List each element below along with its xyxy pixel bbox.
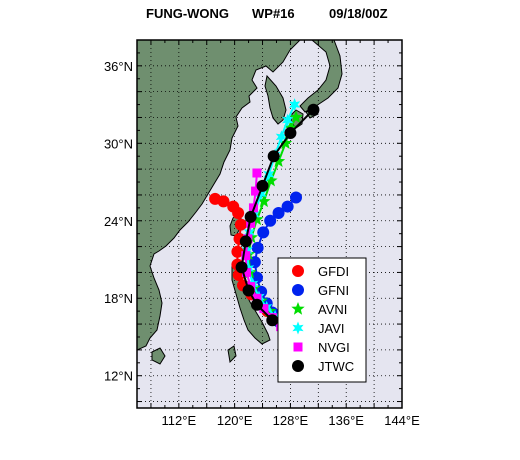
- storm-name: FUNG-WONG: [146, 6, 230, 21]
- legend-marker-gfdi: [292, 265, 304, 277]
- x-tick-label: 112°E: [162, 413, 197, 428]
- track-point-jtwc: [307, 103, 320, 116]
- track-line-jtwc: [240, 108, 315, 321]
- land-korean-peninsula: [264, 74, 287, 125]
- track-point-avni: [264, 173, 278, 187]
- track-point-gfni: [281, 200, 294, 213]
- track-point-jtwc: [235, 261, 248, 274]
- legend-box: [277, 257, 367, 383]
- map-frame: [136, 39, 403, 409]
- track-point-gfni: [290, 191, 302, 204]
- x-tick-label: 144°E: [384, 413, 420, 428]
- legend-label-javi: JAVI: [318, 321, 345, 336]
- track-point-javi: [275, 130, 287, 144]
- track-point-jtwc: [250, 298, 263, 311]
- track-point-jtwc: [266, 314, 279, 327]
- legend-label-nvgi: NVGI: [318, 340, 350, 355]
- x-tick-label: 128°E: [273, 413, 309, 428]
- track-point-gfni: [251, 241, 264, 254]
- track-point-avni: [271, 154, 286, 167]
- track-point-jtwc: [244, 210, 257, 223]
- axis-ticks: 112°E 120°E 128°E 136°E 144°E 12°N 18°N 24°N 30°…: [104, 39, 420, 428]
- legend: GFDI GFNI AVNI JAVI NVGI JTWC: [277, 257, 367, 383]
- track-point-gfdi: [231, 245, 244, 258]
- y-tick-label: 18°N: [104, 291, 133, 306]
- legend-marker-avni: [291, 302, 305, 315]
- y-tick-label: 36°N: [104, 59, 133, 74]
- track-point-nvgi: [259, 304, 269, 314]
- legend-label-jtwc: JTWC: [318, 359, 354, 374]
- track-point-gfni: [257, 226, 270, 239]
- track-point-gfni: [264, 214, 277, 227]
- track-point-javi: [282, 113, 294, 127]
- track-point-gfdi: [227, 200, 240, 213]
- map-title: FUNG-WONG WP#16 09/18/00Z: [0, 6, 520, 26]
- track-point-gfdi: [234, 218, 247, 231]
- track-point-gfdi: [209, 192, 222, 205]
- track-point-avni: [278, 136, 293, 149]
- track-point-nvgi: [252, 293, 262, 303]
- land-hainan: [151, 347, 166, 365]
- track-point-jtwc: [267, 150, 280, 163]
- track-point-jtwc: [284, 126, 297, 139]
- legend-label-gfdi: GFDI: [318, 264, 349, 279]
- legend-marker-gfni: [292, 284, 304, 296]
- track-point-jtwc: [239, 235, 252, 248]
- track-point-gfni: [272, 207, 285, 220]
- track-point-nvgi: [251, 186, 261, 196]
- forecast-tracks: [209, 98, 320, 336]
- y-tick-label: 12°N: [104, 369, 133, 384]
- legend-marker-nvgi: [293, 342, 303, 352]
- legend-marker-javi: [292, 321, 304, 335]
- analysis-datetime: 09/18/00Z: [329, 6, 388, 21]
- x-tick-label: 120°E: [217, 413, 253, 428]
- warning-number: WP#16: [252, 6, 295, 21]
- x-tick-label: 136°E: [328, 413, 364, 428]
- legend-marker-jtwc: [292, 360, 304, 372]
- legend-label-avni: AVNI: [318, 302, 347, 317]
- track-point-javi: [255, 187, 267, 201]
- track-point-jtwc: [256, 179, 269, 192]
- track-point-nvgi: [246, 218, 256, 228]
- track-point-nvgi: [252, 168, 262, 178]
- y-tick-label: 30°N: [104, 136, 133, 151]
- track-point-nvgi: [241, 251, 251, 261]
- track-point-javi: [263, 167, 275, 181]
- track-point-nvgi: [241, 267, 251, 277]
- track-point-jtwc: [242, 284, 255, 297]
- y-tick-label: 24°N: [104, 214, 133, 229]
- track-point-javi: [289, 98, 301, 112]
- legend-label-gfni: GFNI: [318, 283, 349, 298]
- track-point-avni: [289, 110, 303, 124]
- track-point-avni: [257, 194, 271, 208]
- track-point-avni: [250, 212, 264, 226]
- land-japan-honshu: [299, 40, 343, 113]
